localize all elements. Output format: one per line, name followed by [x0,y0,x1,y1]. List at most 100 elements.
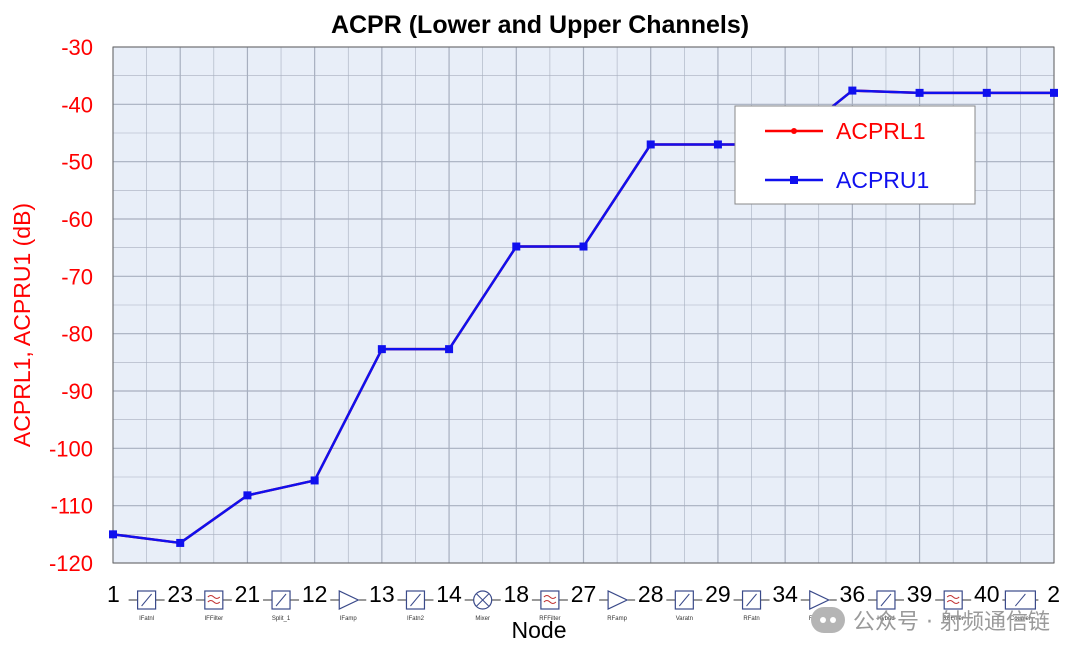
wechat-logo-icon [811,607,846,633]
amplifier-symbol [607,590,629,610]
block-label: RFFilter [539,616,560,622]
block-icon: IFFilter [195,590,232,622]
x-tick-label: 23 [167,581,193,607]
block-icon: IFamp [330,590,367,622]
x-tick-label: 36 [840,581,866,607]
block-label: IFamp [340,616,358,622]
y-axis-label: ACPRL1, ACPRU1 (dB) [9,203,35,447]
x-tick-label: 2 [1047,581,1060,607]
legend-box [734,105,976,205]
y-tick-label: -120 [49,551,93,576]
block-label: Hybrid [877,616,894,622]
x-tick-label: 40 [974,581,1000,607]
block-label: Varatn [676,616,693,622]
mixer-cross [476,593,490,607]
block-icon: Coupler [1002,590,1039,622]
block-label: IFatnl [139,616,154,622]
block-label: Coupler [1010,616,1031,622]
data-point-acpru1 [243,491,252,500]
block-icon: RFatn [733,590,770,622]
grid-lines [112,46,1055,564]
data-point-acpru1 [377,345,386,354]
data-point-acpru1 [579,242,588,251]
watermark-text: 公众号 · 射频通信链 [853,610,1050,635]
legend: ACPRL1 ACPRU1 [734,105,976,205]
filter-wave [946,595,960,604]
block-label: RFamp [607,616,627,622]
x-tick-label: 18 [503,581,529,607]
y-tick-labels: -30 -40 -50 -60 -70 -80 -90 -100 -110 -120 [49,35,93,576]
data-point-acpru1 [1050,88,1058,97]
block-icon: RFFilter [935,590,972,622]
x-tick-label: 34 [772,581,798,607]
y-tick-label: -90 [61,379,93,404]
y-tick-label: -100 [49,436,93,461]
block-icon: RFamp [599,590,636,622]
y-tick-label: -80 [61,322,93,347]
y-tick-label: -40 [61,92,93,117]
data-point-acpru1 [646,140,655,149]
x-axis-label: Node [512,617,567,643]
block-mark [141,593,152,607]
block-label: IFFilter [204,616,223,622]
y-tick-label: -110 [51,494,93,519]
legend-label-acpru1: ACPRU1 [836,167,929,193]
block-label: RFatn [743,616,759,622]
data-point-acpru1 [848,86,857,95]
x-tick-label: 14 [436,581,462,607]
watermark: 公众号 · 射频通信链 [811,604,1050,636]
series-layer [109,86,1058,547]
block-icon: Varatn [666,590,703,622]
block-mark [1015,593,1026,607]
block-label: Mixer [475,616,490,622]
x-tick-label: 21 [235,581,261,607]
filter-wave [207,595,221,604]
x-tick-label: 27 [571,581,597,607]
block-mark [746,593,757,607]
block-mark [410,593,421,607]
block-icon: IFatn2 [397,590,434,622]
amplifier-symbol [809,590,831,610]
data-point-acpru1 [982,88,991,97]
data-point-acpru1 [915,88,924,97]
data-point-acpru1 [176,538,185,547]
block-mark [275,593,287,607]
y-tick-label: -30 [61,35,93,60]
block-mark [678,593,690,607]
y-tick-label: -70 [61,264,93,289]
x-tick-label: 12 [302,581,328,607]
data-point-acpru1 [109,530,117,539]
chart-title: ACPR (Lower and Upper Channels) [331,11,749,39]
y-tick-label: -60 [61,207,93,232]
data-point-acpru1 [713,140,722,149]
x-tick-label: 1 [107,581,120,607]
block-symbol [204,590,224,610]
legend-marker-acprl1 [791,128,797,134]
amplifier-symbol [338,590,360,610]
legend-marker-acpru1 [790,176,798,184]
data-point-acpru1 [445,345,454,354]
block-label: Split_1 [272,616,291,622]
block-icon: IFatnl [128,590,165,622]
x-tick-label: 39 [907,581,933,607]
block-mark [880,593,892,607]
block-icon: Mixer [464,590,501,622]
x-tick-label: 28 [638,581,664,607]
x-category-labels: 1 23 21 12 13 14 18 27 28 29 34 36 39 40 2 IFatnl IFFilt… [107,581,1060,622]
x-tick-label: 13 [369,581,395,607]
data-point-acpru1 [512,242,521,251]
block-icon: RFFilter [531,590,568,622]
block-symbol [540,590,560,610]
block-label: IFatn2 [407,616,425,622]
filter-wave [543,595,557,604]
y-tick-label: -50 [61,150,93,175]
plot-border [112,46,1055,564]
block-label: RFFilter [943,616,964,622]
block-icon: Split_1 [263,590,300,622]
legend-label-acprl1: ACPRL1 [836,118,925,144]
x-tick-label: 29 [705,581,731,607]
block-icon: Hybrid [867,590,904,622]
data-point-acpru1 [310,476,319,485]
